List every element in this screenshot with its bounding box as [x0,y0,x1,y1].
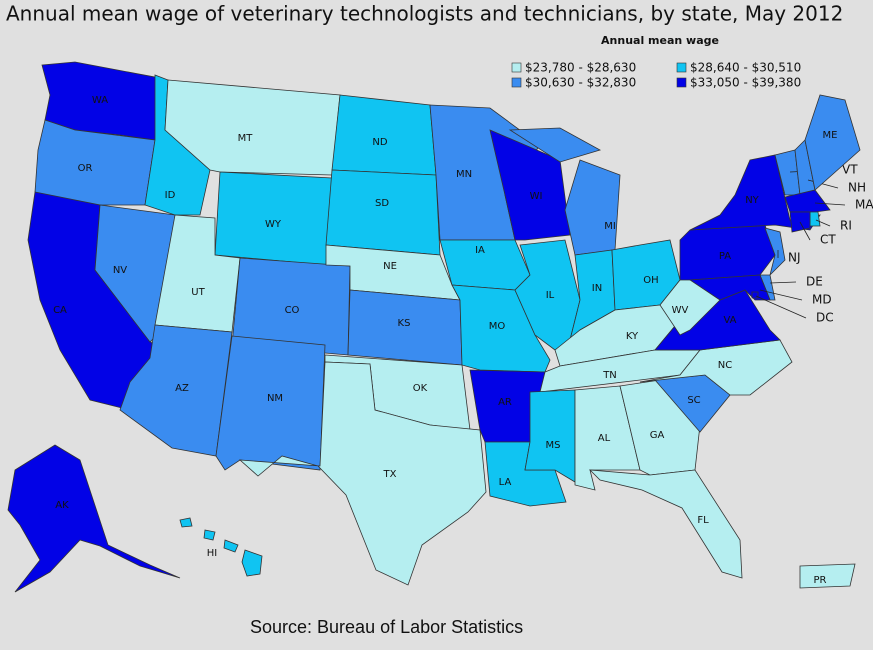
state-shape [809,211,821,227]
state-label: AR [498,397,512,408]
state-label: MO [489,321,506,332]
state-label: AK [55,500,69,511]
state-shape [223,539,239,553]
state-label: PR [814,575,827,586]
leader-line [799,221,811,241]
state-label: CT [820,233,836,247]
state-shape [119,324,233,457]
state-label: PA [719,251,731,262]
state-label: MN [456,169,472,180]
state-label: ID [165,190,176,201]
state-label: NM [267,393,283,404]
state-label: AL [598,433,611,444]
state-label: MS [546,440,561,451]
state-label: OR [78,163,93,174]
state-shape [41,61,161,141]
state-label: NJ [788,251,801,265]
legend-label: $23,780 - $28,630 [525,61,636,75]
state-label: MD [812,293,832,307]
leader-line [769,281,797,284]
state-label: ND [372,137,387,148]
state-shape [764,227,786,277]
state-label: VT [842,163,858,177]
state-label: GA [650,430,665,441]
state-shape [588,469,743,579]
leader-line [755,295,807,319]
state-label: WA [92,95,108,106]
state-label: VA [723,315,736,326]
state-label: MA [855,198,873,212]
state-label: AZ [175,383,189,394]
state-label: KS [398,318,411,329]
state-label: OH [643,275,658,286]
state-label: KY [626,331,639,342]
state-shape [524,389,576,483]
legend-label: $28,640 - $30,510 [690,61,801,75]
state-label: OK [413,383,428,394]
state-shape [804,94,861,191]
state-label: NV [113,265,127,276]
state-shape [784,189,831,213]
legend: $23,780 - $28,630 $28,640 - $30,510 $30,63… [511,61,801,90]
leader-line [814,202,846,206]
map-title: Annual mean wage of veterinary technolog… [6,2,843,26]
state-label: NE [383,261,397,272]
state-label: LA [499,477,512,488]
legend-swatch [511,77,522,88]
state-label: SC [687,395,700,406]
state-label: TN [602,370,617,381]
state-label: MT [238,133,254,144]
legend-title: Annual mean wage [601,34,719,47]
state-shape [7,444,181,593]
state-label: NC [718,360,732,371]
state-label: WI [530,191,543,202]
state-label: WV [672,305,689,316]
state-label: DE [806,275,823,289]
state-shape [241,549,263,577]
state-label: DC [816,311,834,325]
state-label: TX [383,469,397,480]
state-label: IA [475,245,485,256]
state-label: MI [604,221,616,232]
state-shape [799,563,856,589]
legend-label: $33,050 - $39,380 [690,76,801,90]
state-label: CA [53,305,67,316]
state-label: UT [191,287,205,298]
state-shape [751,291,759,299]
legend-swatch [676,77,687,88]
legend-label: $30,630 - $32,830 [525,76,636,90]
state-label: HI [207,548,217,559]
source: Source: Bureau of Labor Statistics [250,617,523,637]
state-shape [639,339,793,396]
state-shape [203,529,216,541]
state-label: ME [823,130,838,141]
state-label: IN [592,283,602,294]
state-shape [331,94,437,176]
leader-line [759,289,803,301]
state-label: SD [375,198,389,209]
state-label: FL [697,515,709,526]
states: WA OR CA NV ID MT WY UT CO AZ NM ND SD NE KS OK TX MN IA MO… [7,61,873,593]
state-shape [238,361,487,586]
state-shape [179,517,193,528]
state-shape [688,274,771,301]
state-label: NY [745,195,759,206]
legend-swatch [511,62,522,73]
state-label: IL [546,290,555,301]
state-shape [439,239,531,291]
state-label: NH [848,181,866,195]
state-label: WY [265,219,282,230]
legend-swatch [676,62,687,73]
leader-line [815,219,831,227]
state-shape [325,169,441,256]
state-label: RI [840,219,852,233]
state-label: CO [285,305,300,316]
state-shape [508,127,602,163]
